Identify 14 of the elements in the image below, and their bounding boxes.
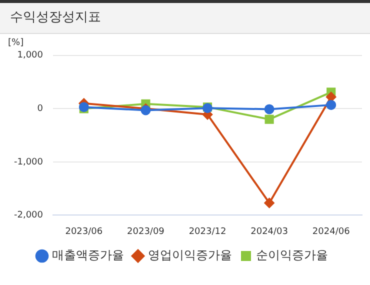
y-tick-label: 1,000 (17, 50, 44, 61)
y-tick-label: -1,000 (14, 157, 44, 168)
x-tick-label: 2023/09 (127, 226, 165, 237)
y-tick-label: 0 (37, 104, 44, 114)
x-tick-label: 2023/06 (65, 226, 103, 237)
legend-label: 영업이익증가율 (148, 248, 232, 262)
x-tick-label: 2023/12 (188, 226, 226, 237)
legend-label: 매출액증가율 (52, 248, 124, 262)
legend-label: 순이익증가율 (256, 248, 328, 262)
chart-title: 수익성장성지표 (0, 0, 370, 34)
y-tick-label: -2,000 (14, 210, 44, 221)
y-axis-title: [%] (7, 38, 25, 50)
x-tick-label: 2024/03 (250, 226, 288, 237)
x-tick-label: 2024/06 (312, 226, 350, 237)
